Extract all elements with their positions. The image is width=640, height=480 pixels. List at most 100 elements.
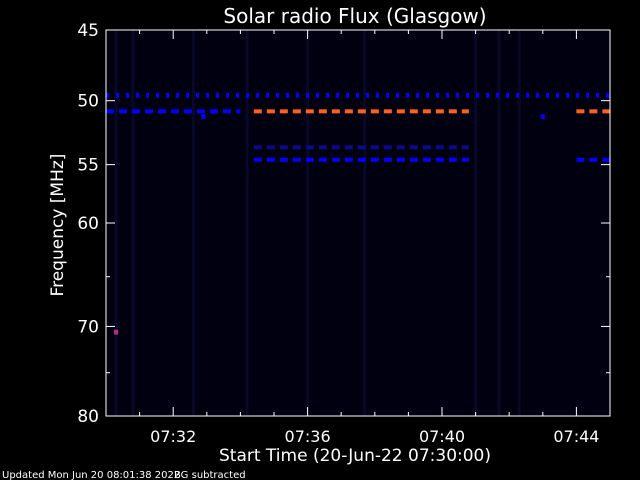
emission-dash bbox=[246, 92, 249, 98]
emission-dash bbox=[279, 145, 288, 150]
x-tick-label: 07:40 bbox=[419, 427, 465, 446]
emission-dash bbox=[606, 92, 609, 98]
emission-dash bbox=[422, 109, 431, 114]
emission-dash bbox=[461, 109, 469, 114]
emission-dash bbox=[331, 145, 340, 150]
plot-area bbox=[105, 29, 611, 417]
y-tick-label: 60 bbox=[77, 214, 99, 234]
y-tick-label: 45 bbox=[77, 21, 99, 41]
emission-dash bbox=[305, 109, 314, 114]
emission-dash bbox=[370, 157, 379, 162]
emission-dash bbox=[370, 109, 379, 114]
vertical-streak bbox=[131, 30, 135, 416]
emission-dash bbox=[386, 92, 389, 98]
emission-dash bbox=[236, 92, 239, 98]
emission-dash bbox=[516, 92, 519, 98]
emission-dash bbox=[357, 109, 366, 114]
emission-dash bbox=[126, 92, 129, 98]
emission-dash bbox=[506, 92, 509, 98]
emission-dash bbox=[589, 109, 598, 114]
emission-dash bbox=[435, 145, 444, 150]
emission-dash bbox=[305, 157, 314, 162]
emission-dash bbox=[383, 145, 392, 150]
emission-dash bbox=[116, 92, 119, 98]
y-axis-label: Frequency [MHz] bbox=[48, 154, 68, 297]
emission-dash bbox=[456, 92, 459, 98]
vertical-streak bbox=[474, 30, 478, 416]
emission-dash bbox=[119, 109, 127, 114]
emission-dash bbox=[253, 157, 262, 162]
emission-dash bbox=[344, 145, 353, 150]
emission-dash bbox=[448, 109, 457, 114]
emission-dash bbox=[396, 157, 405, 162]
y-tick-label: 55 bbox=[77, 156, 99, 176]
emission-dash bbox=[292, 145, 301, 150]
emission-dash bbox=[396, 109, 405, 114]
emission-dash bbox=[276, 92, 279, 98]
emission-dash bbox=[336, 92, 339, 98]
emission-line bbox=[253, 109, 469, 114]
emission-dash bbox=[279, 157, 288, 162]
emission-dash bbox=[589, 157, 598, 162]
isolated-points bbox=[114, 114, 545, 335]
emission-line bbox=[106, 109, 241, 114]
y-tick-label: 80 bbox=[77, 407, 99, 427]
emission-dash bbox=[306, 92, 309, 98]
emission-dash bbox=[158, 109, 166, 114]
chart-title: Solar radio Flux (Glasgow) bbox=[223, 4, 486, 28]
emission-line bbox=[106, 92, 609, 98]
emission-dash bbox=[357, 145, 366, 150]
emission-dash bbox=[146, 92, 149, 98]
emission-dash bbox=[216, 92, 219, 98]
emission-dash bbox=[435, 157, 444, 162]
emission-dash bbox=[448, 145, 457, 150]
emission-dash bbox=[383, 157, 392, 162]
y-tick-label: 50 bbox=[77, 92, 99, 112]
emission-dash bbox=[197, 109, 205, 114]
vertical-streak bbox=[517, 30, 521, 416]
emission-dash bbox=[186, 92, 189, 98]
emission-dash bbox=[476, 92, 479, 98]
emission-dash bbox=[422, 157, 431, 162]
emission-dash bbox=[176, 92, 179, 98]
emission-line bbox=[253, 145, 469, 150]
emission-dash bbox=[602, 157, 610, 162]
vertical-streaks bbox=[114, 30, 521, 416]
isolated-point bbox=[201, 114, 206, 120]
emission-dash bbox=[576, 109, 585, 114]
emission-dash bbox=[266, 157, 275, 162]
x-axis: 07:32 07:36 07:40 07:44 bbox=[139, 30, 599, 446]
emission-dash bbox=[556, 92, 559, 98]
spectrogram-background bbox=[106, 30, 610, 416]
y-tick-label: 70 bbox=[77, 317, 99, 337]
emission-dash bbox=[357, 157, 366, 162]
emission-dash bbox=[422, 145, 431, 150]
emission-dash bbox=[396, 145, 405, 150]
emission-dash bbox=[461, 145, 469, 150]
x-axis-label: Start Time (20-Jun-22 07:30:00) bbox=[219, 446, 491, 466]
emission-dash bbox=[196, 92, 199, 98]
emission-dash bbox=[318, 109, 327, 114]
emission-dash bbox=[383, 109, 392, 114]
emission-dash bbox=[318, 157, 327, 162]
emission-dash bbox=[576, 157, 585, 162]
emission-dash bbox=[136, 92, 139, 98]
emission-dash bbox=[436, 92, 439, 98]
emission-dash bbox=[526, 92, 529, 98]
emission-dash bbox=[331, 157, 340, 162]
emission-dash bbox=[331, 109, 340, 114]
emission-dash bbox=[416, 92, 419, 98]
emission-dash bbox=[226, 92, 229, 98]
emission-dash bbox=[286, 92, 289, 98]
emission-dash bbox=[344, 157, 353, 162]
emission-dash bbox=[536, 92, 539, 98]
emission-dash bbox=[145, 109, 153, 114]
emission-dash bbox=[292, 109, 301, 114]
emission-dash bbox=[435, 109, 444, 114]
emission-dash bbox=[156, 92, 159, 98]
emission-dash bbox=[106, 109, 114, 114]
emission-dash bbox=[106, 92, 109, 98]
vertical-streak bbox=[191, 30, 195, 416]
emission-line bbox=[576, 109, 610, 114]
vertical-streak bbox=[114, 30, 118, 416]
